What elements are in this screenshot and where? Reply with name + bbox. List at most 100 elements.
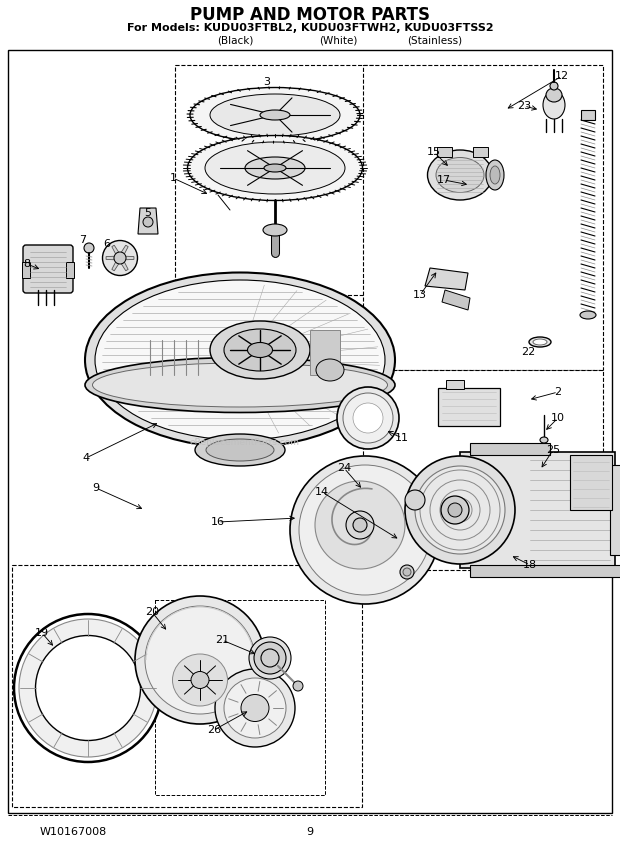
Text: 10: 10 [551, 413, 565, 423]
Ellipse shape [191, 671, 209, 688]
Ellipse shape [490, 166, 500, 184]
Ellipse shape [315, 481, 405, 569]
Ellipse shape [95, 280, 385, 440]
Text: For Models: KUDU03FTBL2, KUDU03FTWH2, KUDU03FTSS2: For Models: KUDU03FTBL2, KUDU03FTWH2, KU… [126, 23, 494, 33]
Ellipse shape [299, 465, 431, 595]
FancyBboxPatch shape [23, 245, 73, 293]
Ellipse shape [215, 669, 295, 747]
Bar [470, 443, 550, 455]
Text: 11: 11 [395, 433, 409, 443]
Bar [610, 465, 620, 555]
Text: 15: 15 [427, 147, 441, 157]
Ellipse shape [415, 466, 505, 554]
Polygon shape [126, 256, 134, 259]
Bar [155, 600, 325, 795]
Ellipse shape [249, 637, 291, 679]
Polygon shape [425, 268, 468, 290]
Ellipse shape [85, 272, 395, 448]
Text: 16: 16 [211, 517, 225, 527]
Ellipse shape [529, 337, 551, 347]
Ellipse shape [533, 339, 547, 345]
Ellipse shape [114, 252, 126, 264]
Ellipse shape [247, 342, 273, 358]
Ellipse shape [428, 150, 492, 200]
Text: 6: 6 [104, 239, 110, 249]
Text: 12: 12 [555, 71, 569, 81]
Text: eReplacementParts.com: eReplacementParts.com [190, 437, 300, 447]
Ellipse shape [102, 241, 138, 276]
Bar [446, 380, 464, 389]
Ellipse shape [316, 359, 344, 381]
Ellipse shape [254, 642, 286, 674]
Bar [363, 65, 603, 370]
Ellipse shape [135, 596, 265, 724]
Ellipse shape [261, 649, 279, 667]
Polygon shape [442, 290, 470, 310]
Ellipse shape [448, 503, 462, 517]
Text: (Stainless): (Stainless) [407, 35, 463, 45]
Ellipse shape [85, 358, 395, 413]
Text: 20: 20 [145, 607, 159, 617]
Text: 22: 22 [521, 347, 535, 357]
Bar [8, 50, 612, 813]
Bar [460, 452, 615, 568]
Ellipse shape [210, 94, 340, 136]
Bar [12, 565, 362, 807]
Bar [570, 455, 612, 510]
Ellipse shape [403, 568, 411, 576]
Ellipse shape [353, 518, 367, 532]
Text: 8: 8 [24, 259, 30, 269]
Text: W10167008: W10167008 [40, 827, 107, 837]
Polygon shape [112, 262, 118, 270]
Text: 14: 14 [315, 487, 329, 497]
Bar [310, 330, 340, 375]
Ellipse shape [486, 160, 504, 190]
Ellipse shape [540, 437, 548, 443]
Ellipse shape [405, 456, 515, 564]
Text: 4: 4 [82, 453, 89, 463]
Text: 26: 26 [207, 725, 221, 735]
Bar [437, 147, 452, 157]
Ellipse shape [263, 224, 287, 236]
Text: 25: 25 [546, 445, 560, 455]
Ellipse shape [290, 456, 440, 604]
Bar [438, 388, 500, 426]
Bar [363, 370, 603, 570]
Text: 17: 17 [437, 175, 451, 185]
Ellipse shape [337, 387, 399, 449]
Polygon shape [122, 245, 128, 254]
Ellipse shape [145, 606, 255, 714]
Text: PUMP AND MOTOR PARTS: PUMP AND MOTOR PARTS [190, 6, 430, 24]
Ellipse shape [436, 158, 484, 193]
Text: 21: 21 [215, 635, 229, 645]
Text: (Black): (Black) [217, 35, 253, 45]
Ellipse shape [224, 329, 296, 371]
Text: 24: 24 [337, 463, 351, 473]
Ellipse shape [405, 490, 425, 510]
Ellipse shape [550, 82, 558, 90]
Ellipse shape [92, 363, 388, 407]
Ellipse shape [84, 243, 94, 253]
Polygon shape [138, 208, 158, 234]
Text: 18: 18 [523, 560, 537, 570]
Polygon shape [122, 262, 128, 270]
Ellipse shape [143, 217, 153, 227]
Ellipse shape [543, 91, 565, 119]
Text: (White): (White) [319, 35, 357, 45]
Text: 2: 2 [554, 387, 562, 397]
Bar [581, 110, 595, 120]
Text: 1: 1 [169, 173, 177, 183]
Ellipse shape [343, 393, 393, 443]
Ellipse shape [195, 434, 285, 466]
Text: 23: 23 [517, 101, 531, 111]
Text: 19: 19 [35, 628, 49, 638]
Ellipse shape [346, 511, 374, 539]
Ellipse shape [210, 321, 310, 379]
Ellipse shape [293, 681, 303, 691]
Ellipse shape [241, 694, 269, 722]
Text: 3: 3 [264, 77, 270, 87]
Ellipse shape [245, 157, 305, 179]
Ellipse shape [224, 678, 286, 738]
Text: 5: 5 [144, 208, 151, 218]
Ellipse shape [14, 614, 162, 762]
